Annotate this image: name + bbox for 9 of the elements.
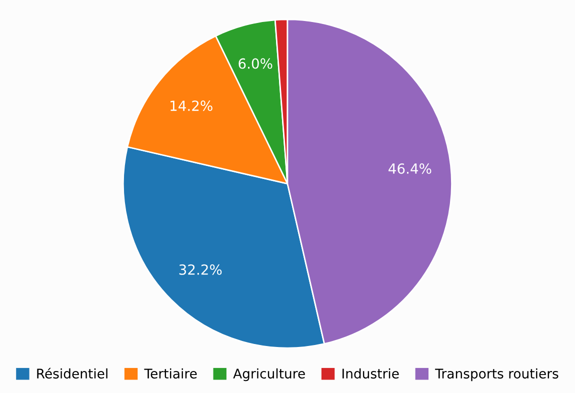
legend-label: Résidentiel xyxy=(37,368,108,379)
legend-label: Agriculture xyxy=(233,368,305,382)
legend-label: Tertiaire xyxy=(144,368,197,379)
data-label: 6.0% xyxy=(238,58,272,69)
data-label: 32.2% xyxy=(179,264,222,275)
data-label: 46.4% xyxy=(388,163,432,174)
legend-label: Industrie xyxy=(342,368,399,379)
data-label: 14.2% xyxy=(170,100,212,112)
legend-label: Transports routiers xyxy=(435,368,558,382)
